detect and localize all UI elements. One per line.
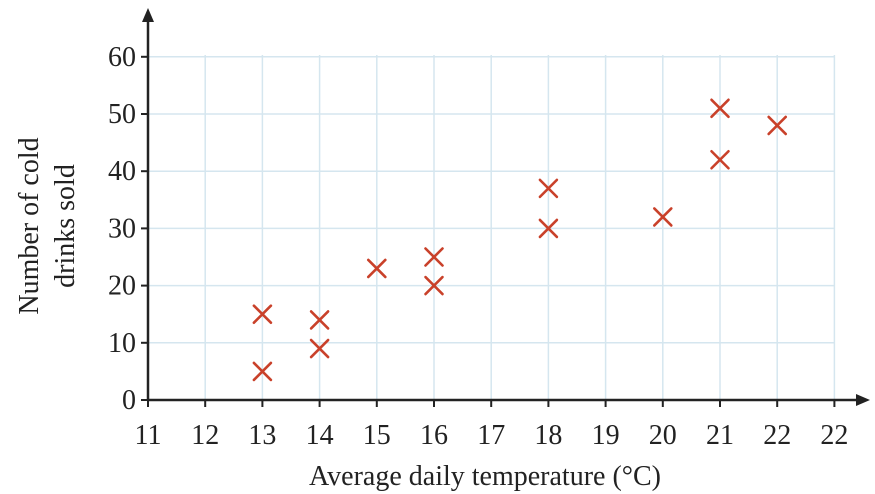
x-tick-label: 17 bbox=[477, 420, 505, 451]
x-tick-label: 21 bbox=[706, 420, 734, 451]
x-tick-label: 14 bbox=[306, 420, 334, 451]
data-point bbox=[309, 310, 330, 330]
data-point bbox=[252, 361, 273, 382]
y-axis-label-line-2: drinks sold bbox=[50, 164, 81, 288]
x-tick-label: 18 bbox=[534, 420, 562, 451]
data-point bbox=[538, 178, 559, 199]
x-tick-label: 13 bbox=[248, 420, 276, 451]
data-point bbox=[309, 338, 330, 359]
data-point bbox=[710, 149, 730, 170]
x-axis-label: Average daily temperature (°C) bbox=[309, 461, 661, 492]
x-tick-label: 19 bbox=[592, 420, 620, 451]
y-axis-label-line-1: Number of cold bbox=[14, 137, 45, 314]
y-tick-label: 30 bbox=[108, 213, 136, 244]
y-tick-label: 20 bbox=[108, 271, 136, 302]
data-point bbox=[538, 218, 559, 239]
data-point bbox=[652, 207, 673, 227]
y-tick-label: 50 bbox=[108, 99, 136, 130]
x-tick-label: 22 bbox=[820, 420, 848, 451]
y-tick-label: 40 bbox=[108, 156, 136, 187]
y-axis-arrow-icon bbox=[142, 8, 154, 22]
axes bbox=[141, 8, 870, 407]
x-tick-label: 11 bbox=[135, 420, 162, 451]
x-axis-arrow-icon bbox=[856, 394, 870, 406]
data-point bbox=[366, 258, 387, 279]
x-tick-label: 22 bbox=[763, 420, 791, 451]
data-point bbox=[424, 275, 444, 296]
x-tick-label: 20 bbox=[649, 420, 677, 451]
x-tick-label: 15 bbox=[363, 420, 391, 451]
data-point bbox=[424, 247, 444, 267]
tick-labels: 0 10 20 30 40 50 60 11 12 13 14 15 16 17 18 19 20 21 22 22 bbox=[108, 42, 848, 451]
y-tick-label: 10 bbox=[108, 328, 136, 359]
x-tick-label: 12 bbox=[191, 420, 219, 451]
y-tick-label: 60 bbox=[108, 42, 136, 73]
x-tick-label: 16 bbox=[420, 420, 448, 451]
data-point bbox=[710, 98, 730, 119]
data-point bbox=[767, 115, 788, 136]
grid bbox=[148, 55, 836, 400]
data-points bbox=[252, 98, 788, 382]
y-tick-label: 0 bbox=[122, 385, 136, 416]
data-point bbox=[252, 304, 273, 325]
